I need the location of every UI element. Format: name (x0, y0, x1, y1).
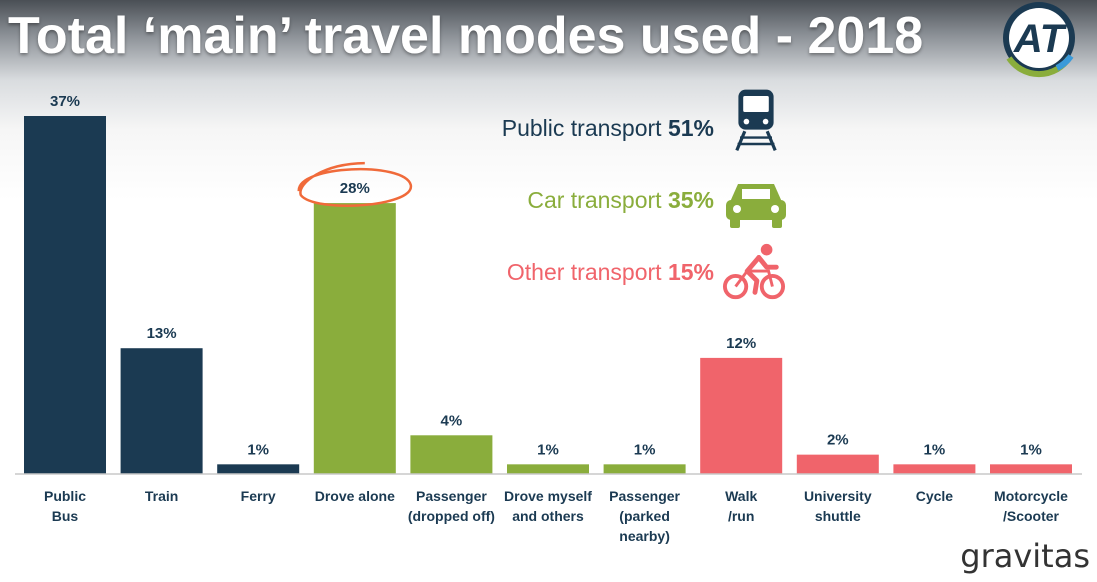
bar-drove-alone (313, 203, 396, 474)
category-label-passenger-dropped-off: Passenger (dropped off) (408, 488, 495, 524)
legend-car: Car transport 35% (420, 180, 714, 220)
category-label-walk-run: Walk/run (725, 488, 757, 524)
value-label-train: 13% (147, 325, 177, 342)
gravitas-brand: gravitas (960, 537, 1090, 575)
category-label-cycle: Cycle (916, 488, 954, 504)
category-label-motorcycle-scooter: Motorcycle/Scooter (994, 488, 1068, 524)
bar-public-bus (24, 116, 106, 474)
value-label-drove-alone: 28% (340, 180, 370, 197)
bar-train (120, 348, 203, 474)
legend-car-value: 35% (667, 187, 714, 213)
category-label-passenger-parked-nearby: Passenger (parked nearby) (609, 488, 680, 544)
category-label-train: Train (145, 488, 178, 504)
category-label-public-bus: Public Bus (44, 488, 86, 524)
train-icon (735, 89, 777, 152)
value-label-ferry: 1% (247, 441, 269, 458)
value-label-cycle: 1% (924, 441, 946, 458)
value-label-motorcycle-scooter: 1% (1020, 441, 1042, 458)
bicycle-icon (722, 243, 786, 300)
drove-alone-highlight-circle (297, 161, 413, 207)
bar-ferry (217, 464, 300, 474)
bar-walk-run (700, 357, 783, 474)
value-label-drove-myself-and-others: 1% (537, 441, 559, 458)
value-label-passenger-dropped-off: 4% (441, 412, 463, 429)
value-label-walk-run: 12% (726, 335, 756, 352)
category-label-ferry: Ferry (241, 488, 276, 504)
car-icon (726, 184, 786, 228)
bar-motorcycle-scooter (990, 464, 1072, 474)
category-label-university-shuttle: University shuttle (804, 488, 872, 524)
category-label-drove-myself-and-others: Drove myself and others (504, 488, 592, 524)
legend-car-label: Car transport (527, 187, 662, 213)
at-logo: AT (1003, 2, 1075, 78)
bar-passenger-dropped-off (410, 435, 493, 474)
value-label-university-shuttle: 2% (827, 432, 849, 449)
at-logo-text: AT (1013, 17, 1068, 61)
value-label-passenger-parked-nearby: 1% (634, 441, 656, 458)
legend-public-value: 51% (667, 115, 714, 141)
bar-university-shuttle (796, 454, 879, 474)
value-label-public-bus: 37% (50, 93, 80, 110)
category-label-drove-alone: Drove alone (315, 488, 395, 504)
slide-title: Total ‘main’ travel modes used - 2018 (8, 7, 924, 65)
bar-passenger-parked-nearby (603, 464, 686, 474)
legend-other-label: Other transport (506, 259, 662, 285)
legend-other: Other transport 15% (420, 252, 714, 292)
bar-drove-myself-and-others (507, 464, 589, 474)
bar-cycle (893, 464, 976, 474)
legend-public-label: Public transport (501, 115, 662, 141)
legend-public: Public transport 51% (420, 108, 714, 148)
legend-other-value: 15% (667, 259, 714, 285)
